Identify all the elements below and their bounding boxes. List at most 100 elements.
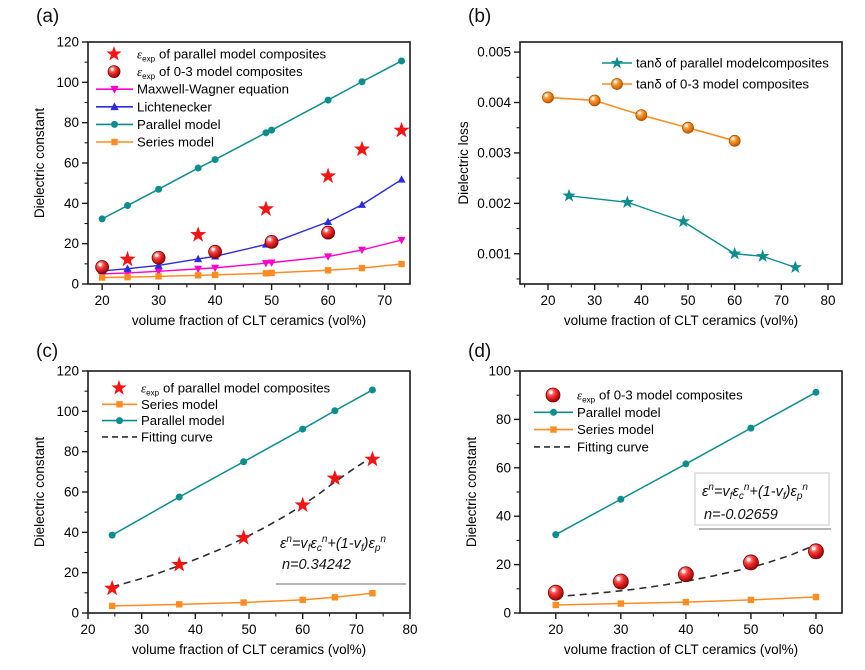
circle-marker xyxy=(747,424,755,432)
y-tick-label: 0.005 xyxy=(477,45,511,60)
square-marker xyxy=(369,590,376,597)
sphere-highlight xyxy=(731,137,735,141)
y-tick-label: 0.002 xyxy=(477,196,511,211)
sphere-marker xyxy=(635,109,648,122)
sphere-marker xyxy=(677,566,694,583)
y-tick-label: 120 xyxy=(56,35,79,50)
series-line xyxy=(102,178,402,272)
series-line xyxy=(101,60,402,220)
sphere-highlight xyxy=(154,253,159,258)
sphere-highlight xyxy=(591,96,595,100)
star-marker xyxy=(326,469,343,486)
legend-label: Series model xyxy=(141,397,218,412)
triangle-up-marker xyxy=(324,217,333,226)
annotation: εn=vfεcn+(1-vf)εpn n=0.34242 xyxy=(276,534,406,585)
square-marker xyxy=(331,594,339,601)
triangle-down-marker xyxy=(110,85,119,94)
star-marker xyxy=(353,140,371,157)
square-marker xyxy=(194,272,202,279)
sphere-marker xyxy=(547,584,564,601)
series-line xyxy=(111,389,373,536)
x-tick-label: 60 xyxy=(727,293,742,308)
circle-marker xyxy=(550,408,557,416)
square-marker xyxy=(324,267,332,274)
legend-label: Maxwell-Wagner equation xyxy=(137,82,289,97)
circle-marker xyxy=(812,388,820,396)
x-tick-label: 50 xyxy=(264,293,279,308)
y-tick-label: 20 xyxy=(496,557,511,572)
sphere-marker xyxy=(611,78,623,90)
y-axis-title: Dielectric constant xyxy=(32,108,47,219)
circle-marker xyxy=(108,531,116,539)
star-marker xyxy=(393,121,410,138)
x-tick-label: 70 xyxy=(774,293,789,308)
star-marker xyxy=(562,188,576,202)
x-axis-title: volume fraction of CLT ceramics (vol%) xyxy=(564,642,798,657)
square-marker xyxy=(299,596,306,604)
star-marker xyxy=(104,579,121,596)
legend-label: Fitting curve xyxy=(141,429,213,444)
triangle-down-marker xyxy=(267,259,276,267)
square-marker xyxy=(812,593,820,601)
circle-marker xyxy=(116,417,123,425)
x-tick-label: 80 xyxy=(820,293,835,308)
legend-label: εexp of parallel model composites xyxy=(141,381,331,398)
star-marker xyxy=(119,250,136,267)
legend-label: Parallel model xyxy=(137,117,221,132)
y-tick-label: 40 xyxy=(496,509,511,524)
square-marker xyxy=(552,601,559,609)
annotation-n-value: n=0.34242 xyxy=(282,557,351,573)
star-marker xyxy=(788,260,802,274)
square-marker xyxy=(211,271,219,279)
x-tick-label: 50 xyxy=(680,293,695,308)
x-tick-label: 50 xyxy=(241,622,256,637)
circle-marker xyxy=(111,120,118,128)
series-line xyxy=(112,592,373,607)
chart-panel-d: 20 30 40 50 60 0 20 40 60 80 100 volume fraction of… xyxy=(464,364,843,657)
circle-marker xyxy=(268,126,276,134)
sphere-highlight xyxy=(549,390,553,395)
x-tick-label: 70 xyxy=(349,622,364,637)
y-tick-label: 80 xyxy=(496,412,511,427)
x-tick-label: 60 xyxy=(808,622,823,637)
sphere-highlight xyxy=(544,93,548,97)
series-group xyxy=(104,386,381,610)
legend-label: Series model xyxy=(577,422,654,437)
x-tick-label: 40 xyxy=(678,622,693,637)
axes: 20 30 40 50 60 70 0 20 40 60 80 100 120 volume fracti… xyxy=(32,35,411,328)
panel-c: 20 30 40 50 60 70 80 0 20 40 60 80 100 120 volume frac… xyxy=(0,335,433,670)
triangle-up-marker xyxy=(194,254,203,263)
plot-frame xyxy=(519,41,843,285)
y-tick-label: 0.003 xyxy=(477,145,511,160)
y-axis-title: Dielectric constant xyxy=(32,437,47,548)
triangle-down-marker xyxy=(154,268,163,276)
circle-marker xyxy=(324,96,332,104)
square-marker xyxy=(262,270,270,277)
y-tick-label: 80 xyxy=(64,444,79,459)
square-marker xyxy=(358,264,366,272)
circle-marker xyxy=(124,202,132,210)
legend-label: εexp of 0-3 model composites xyxy=(577,388,743,405)
circle-marker xyxy=(262,129,270,137)
panel-d-label: (d) xyxy=(468,341,492,362)
square-marker xyxy=(398,260,405,268)
axes: 20 30 40 50 60 70 80 0.001 0.002 0.003 0.004 0.005 v… xyxy=(456,41,843,328)
star-marker xyxy=(728,246,742,260)
series-line xyxy=(555,544,817,598)
x-tick-label: 20 xyxy=(548,622,563,637)
series-group xyxy=(547,388,824,609)
legend-label: tanδ of 0-3 model composites xyxy=(636,77,809,92)
circle-marker xyxy=(617,495,625,503)
sphere-highlight xyxy=(267,237,272,242)
sphere-marker xyxy=(545,387,561,403)
y-tick-label: 120 xyxy=(56,364,79,379)
x-tick-label: 30 xyxy=(134,622,149,637)
star-marker xyxy=(190,226,207,242)
triangle-down-marker xyxy=(211,264,220,273)
star-marker xyxy=(364,450,381,467)
triangle-up-marker xyxy=(123,264,132,272)
